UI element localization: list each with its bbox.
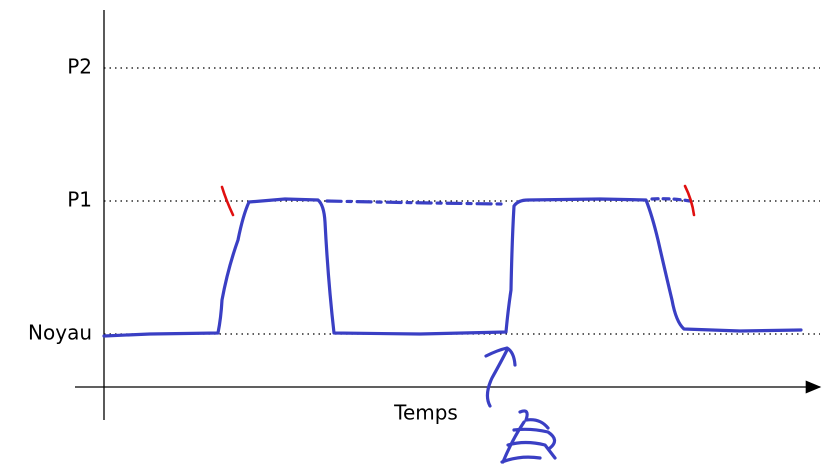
level-label: P2	[67, 55, 92, 79]
signal-curve	[102, 197, 803, 338]
hand-scribble	[500, 409, 557, 464]
level-label: Noyau	[28, 321, 92, 345]
red-mark	[220, 185, 235, 217]
dashed-level	[325, 199, 505, 206]
dashed-level	[650, 197, 692, 203]
x-axis-label: Temps	[393, 401, 458, 425]
pointer-arrow	[484, 346, 517, 408]
level-label: P1	[67, 188, 92, 212]
red-mark	[683, 184, 696, 217]
